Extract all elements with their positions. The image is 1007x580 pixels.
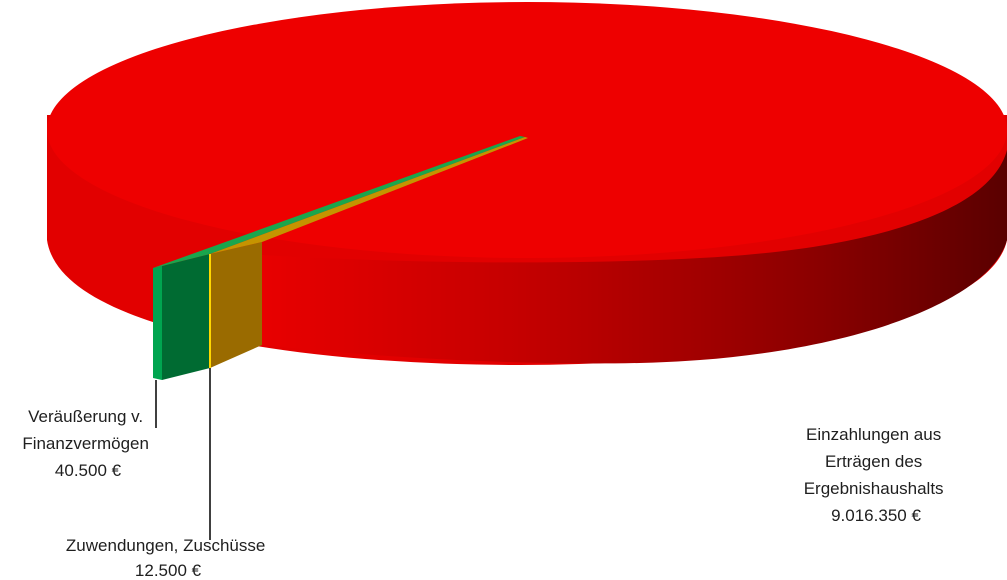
slice-side-finanzvermoegen: [153, 266, 162, 380]
slice-front-ergebnishaushalt: [262, 150, 1007, 364]
label-line: Einzahlungen aus: [806, 425, 941, 444]
label-line: Veräußerung v.: [28, 407, 143, 426]
label-line: Zuwendungen, Zuschüsse: [66, 536, 265, 555]
slice-top-ergebnishaushalt: [47, 2, 1007, 258]
slice-front-finanzvermoegen: [162, 254, 210, 380]
label-ergebnishaushalt: Einzahlungen aus Erträgen des Ergebnisha…: [804, 425, 949, 525]
label-line: Finanzvermögen: [22, 434, 149, 453]
label-line: Erträgen des: [825, 452, 922, 471]
label-zuwendungen: Zuwendungen, Zuschüsse 12.500 €: [66, 536, 270, 580]
slice-front-zuwendungen: [210, 242, 262, 368]
label-line: Ergebnishaushalts: [804, 479, 944, 498]
slice-top-finanzvermoegen: [153, 136, 525, 268]
label-value: 12.500 €: [135, 561, 202, 580]
label-finanzvermoegen: Veräußerung v. Finanzvermögen 40.500 €: [22, 407, 153, 480]
label-value: 9.016.350 €: [831, 506, 921, 525]
slice-top-zuwendungen: [210, 137, 528, 254]
label-value: 40.500 €: [55, 461, 122, 480]
